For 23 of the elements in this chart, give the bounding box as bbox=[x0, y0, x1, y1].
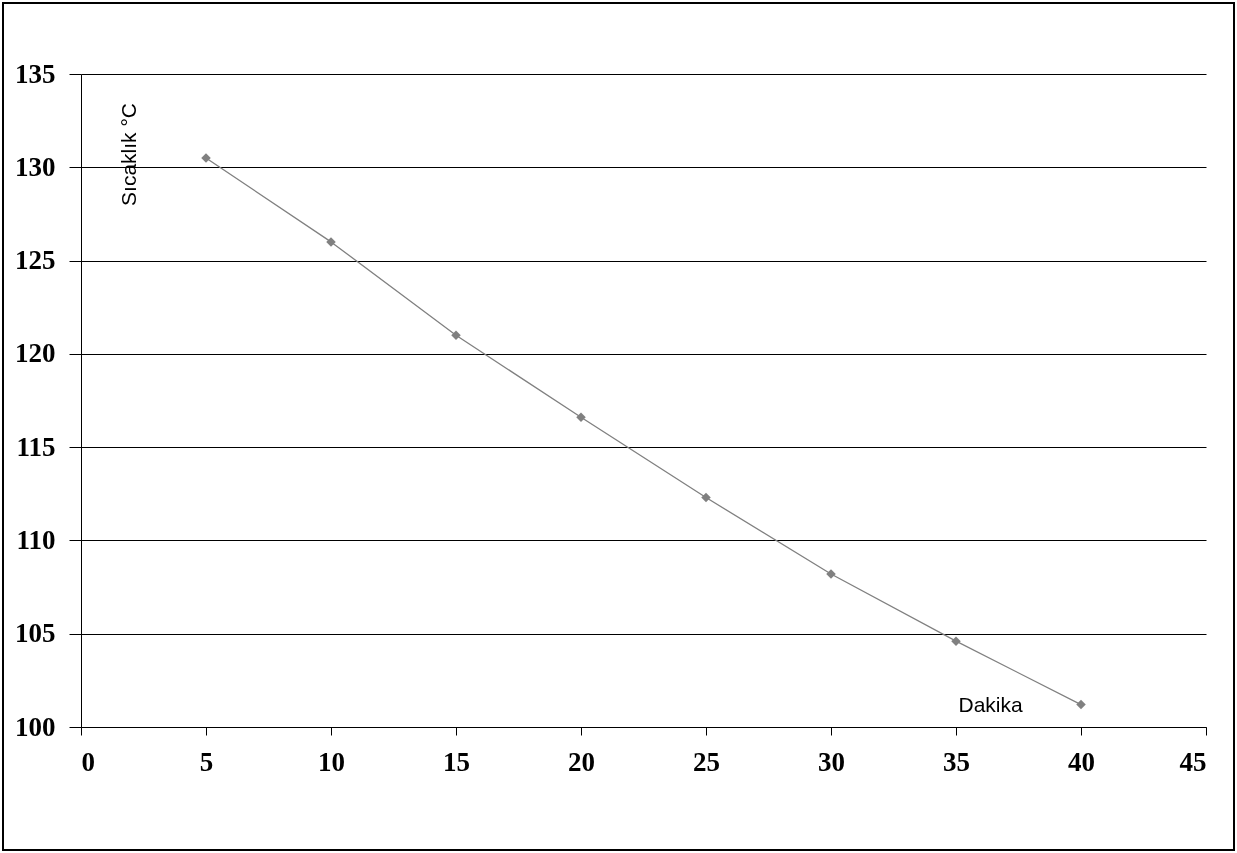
y-tick-label: 130 bbox=[15, 151, 56, 182]
y-tick-label: 110 bbox=[16, 524, 56, 555]
x-axis-title: Dakika bbox=[958, 692, 1024, 716]
y-axis-title: Sıcaklık °C bbox=[116, 103, 140, 206]
x-tick-label: 40 bbox=[1068, 746, 1095, 777]
y-tick-label: 125 bbox=[15, 245, 56, 276]
x-tick-label: 0 bbox=[81, 746, 95, 777]
point bbox=[1076, 699, 1086, 710]
y-tick-label: 135 bbox=[15, 58, 56, 89]
x-tick-label: 45 bbox=[1179, 746, 1207, 777]
point bbox=[701, 492, 711, 503]
x-tick-label: 30 bbox=[818, 746, 845, 777]
y-tick-label: 105 bbox=[15, 618, 56, 649]
x-tick-label: 20 bbox=[568, 746, 595, 777]
point bbox=[576, 412, 586, 423]
x-tick-label: 25 bbox=[693, 746, 720, 777]
x-tick-label: 10 bbox=[318, 746, 345, 777]
y-tick-label: 120 bbox=[15, 338, 56, 369]
x-tick-label: 15 bbox=[443, 746, 470, 777]
y-tick-label: 115 bbox=[16, 431, 56, 462]
y-tick-label: 100 bbox=[15, 711, 56, 742]
x-tick-label: 35 bbox=[943, 746, 970, 777]
x-tick-label: 5 bbox=[199, 746, 214, 777]
